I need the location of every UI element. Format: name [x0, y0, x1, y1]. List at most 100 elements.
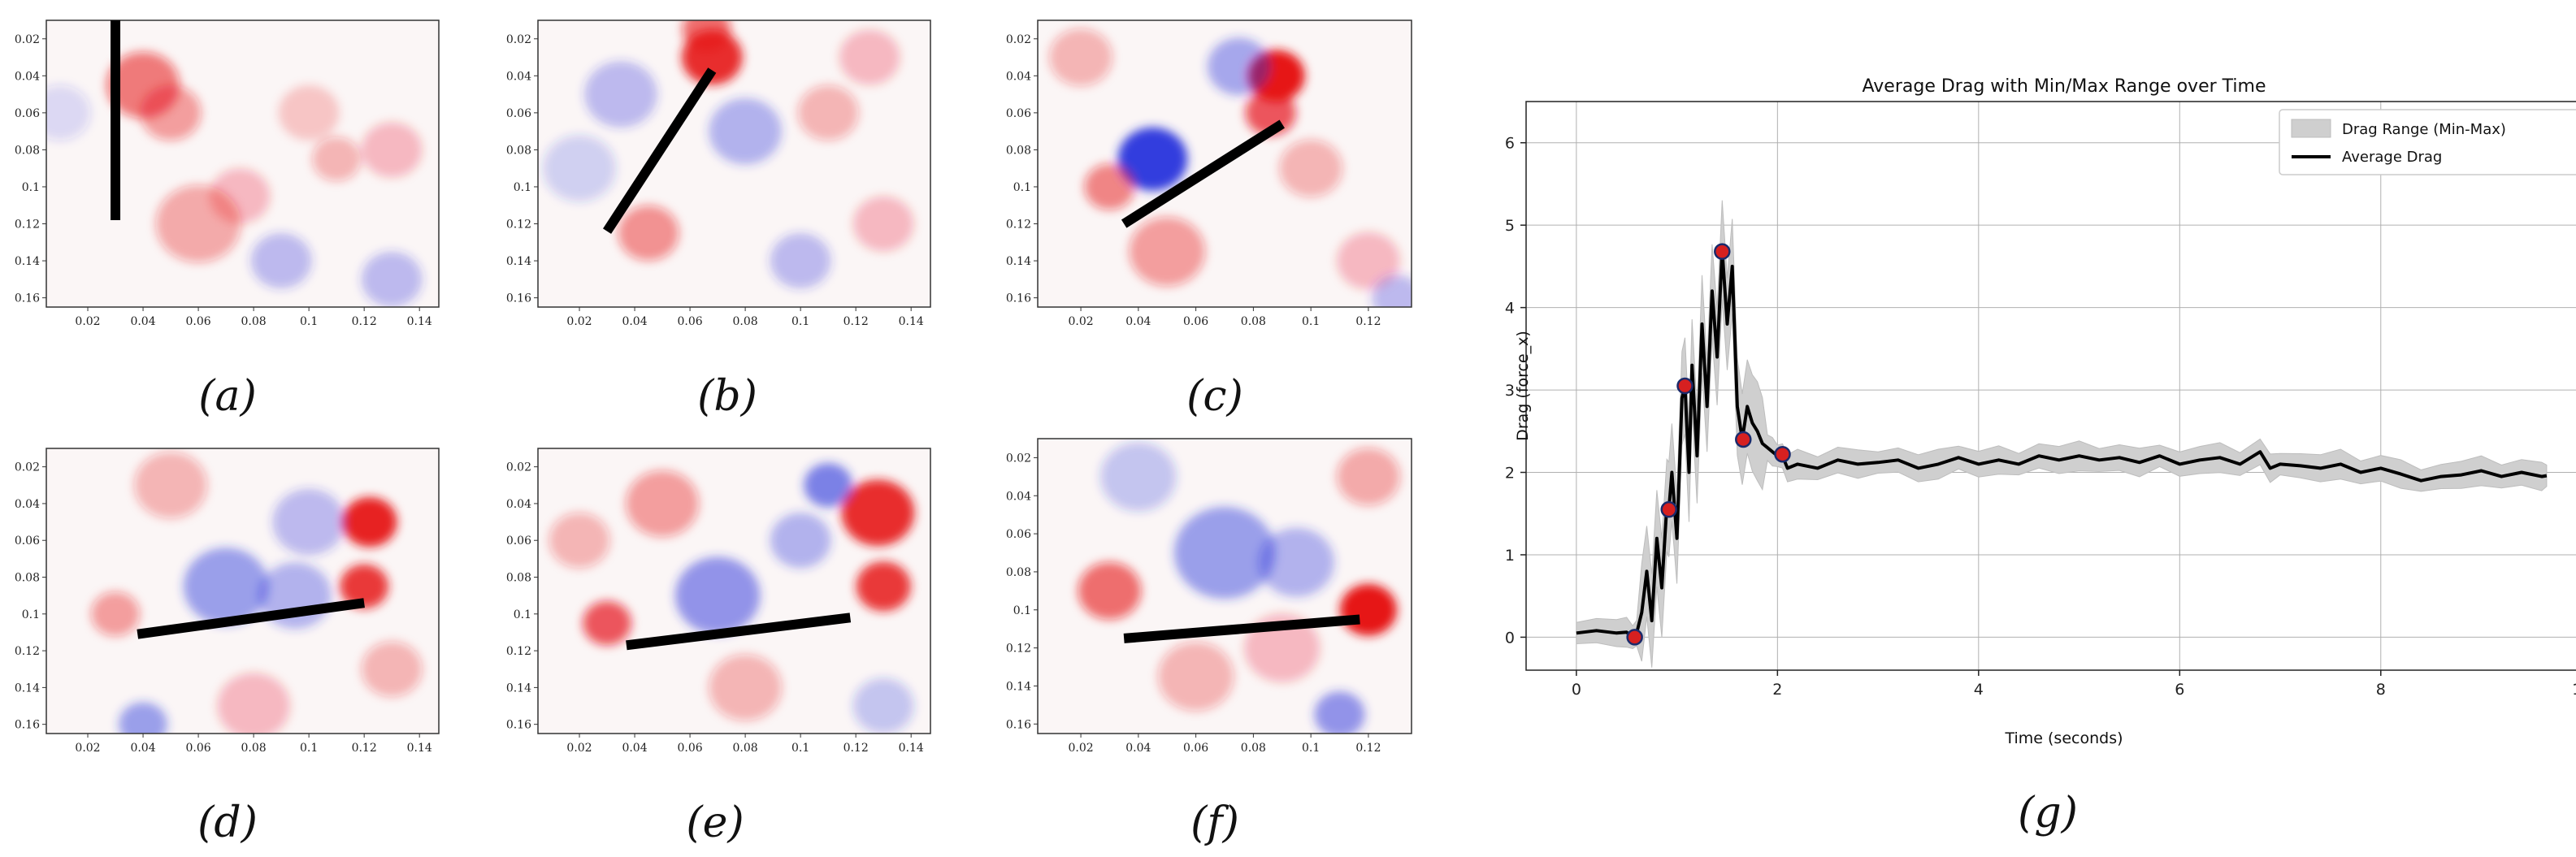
legend-box	[2279, 109, 2576, 175]
highlight-point	[1735, 431, 1752, 448]
heatmap-e	[538, 448, 930, 734]
y-tick-label: 0.06	[506, 107, 531, 120]
y-tick-label: 0.16	[1006, 292, 1031, 305]
x-tick-label: 0.08	[1241, 315, 1266, 328]
x-tick-label: 0.1	[1302, 315, 1320, 328]
negative-vorticity-blob	[1173, 506, 1276, 599]
y-tick-label: 0.16	[15, 292, 40, 305]
negative-vorticity-blob	[1100, 442, 1177, 512]
x-tick-label: 0.12	[352, 315, 377, 328]
negative-vorticity-blob	[1207, 37, 1271, 96]
axes-frame-d	[46, 448, 440, 734]
x-tick-label: 0.12	[352, 742, 377, 755]
positive-vorticity-blob	[134, 452, 207, 519]
negative-vorticity-blob	[804, 463, 853, 508]
x-tick-label: 0.08	[733, 742, 758, 755]
positive-vorticity-blob	[91, 591, 140, 637]
highlight-point	[1714, 243, 1731, 260]
x-tick-label: 0.12	[843, 742, 869, 755]
chart-title: Average Drag with Min/Max Range over Tim…	[1863, 76, 2266, 97]
y-tick-label: 0.08	[506, 572, 531, 585]
x-tick-label: 0.04	[1125, 315, 1151, 328]
y-ticks-g: 0 1 2 3 4 5 6	[1505, 135, 1526, 647]
y-tick-label: 0.06	[506, 535, 531, 548]
heatmap-d	[46, 448, 439, 734]
y-tick-label: 0.14	[15, 255, 40, 268]
x-tick-label: 0.1	[1302, 742, 1320, 755]
y-tick-label: 0.16	[506, 292, 531, 305]
x-tick-label: 0.06	[677, 742, 702, 755]
legend-swatch-range	[2291, 119, 2331, 138]
y-tick-label: 0.04	[506, 70, 531, 83]
y-tick-label: 0.02	[15, 461, 40, 474]
caption-g: (g)	[2018, 789, 2078, 838]
caption-e: (e)	[686, 799, 744, 847]
x-tick-label: 0.1	[300, 315, 318, 328]
x-tick-label: 10	[2572, 681, 2576, 699]
positive-vorticity-blob	[618, 205, 679, 261]
legend: Drag Range (Min-Max) Average Drag	[2279, 109, 2576, 175]
x-tick-label: 0.06	[185, 742, 210, 755]
positive-vorticity-blob	[626, 470, 699, 537]
y-tick-label: 0.08	[15, 572, 40, 585]
y-tick-label: 0.06	[1006, 528, 1031, 541]
axes-frame-e	[537, 448, 931, 734]
x-ticks-d: 0.02 0.04 0.06 0.08 0.1 0.12 0.14	[75, 734, 432, 755]
y-tick-label: 0.06	[15, 535, 40, 548]
x-tick-label: 4	[1974, 681, 1984, 699]
x-tick-label: 0.04	[1125, 742, 1151, 755]
caption-d: (d)	[197, 799, 258, 847]
x-tick-label: 0.06	[185, 315, 210, 328]
positive-vorticity-blob	[839, 29, 900, 85]
x-tick-label: 0.02	[566, 315, 592, 328]
x-tick-label: 0.14	[899, 742, 924, 755]
y-tick-label: 0.02	[15, 33, 40, 46]
y-tick-label: 0.04	[15, 70, 40, 83]
positive-vorticity-blob	[342, 496, 397, 548]
heatmap-c	[1038, 20, 1412, 307]
positive-vorticity-blob	[1337, 232, 1400, 290]
y-tick-label: 0.06	[15, 107, 40, 120]
y-tick-label: 5	[1505, 217, 1515, 235]
y-tick-label: 2	[1505, 465, 1515, 483]
y-tick-label: 0.16	[15, 719, 40, 732]
y-tick-label: 0.02	[1006, 452, 1031, 465]
positive-vorticity-blob	[278, 84, 340, 141]
y-tick-label: 0.14	[1006, 255, 1031, 268]
positive-vorticity-blob	[852, 196, 914, 252]
negative-vorticity-blob	[46, 84, 91, 141]
x-tick-label: 2	[1772, 681, 1782, 699]
panel-c: 0.02 0.04 0.06 0.08 0.1 0.12 0.02 0.04 0.06 0.08…	[1006, 19, 1412, 421]
negative-vorticity-blob	[584, 61, 657, 128]
panel-b: 0.02 0.04 0.06 0.08 0.1 0.12 0.14 0.02 0.04 0.06…	[506, 19, 931, 421]
y-tick-label: 0.14	[506, 255, 531, 268]
y-tick-label: 0.02	[1006, 33, 1031, 46]
x-ticks-g: 0 2 4 6 8 10	[1572, 670, 2576, 699]
legend-label-range: Drag Range (Min-Max)	[2342, 121, 2506, 138]
y-ticks-a: 0.02 0.04 0.06 0.08 0.1 0.12 0.14 0.16	[15, 33, 46, 305]
negative-vorticity-blob	[1314, 691, 1365, 734]
positive-vorticity-blob	[361, 641, 423, 697]
negative-vorticity-blob	[852, 678, 914, 734]
positive-vorticity-blob	[1245, 89, 1296, 136]
x-tick-label: 0.08	[241, 315, 267, 328]
positive-vorticity-blob	[312, 136, 362, 182]
panel-e: 0.02 0.04 0.06 0.08 0.1 0.12 0.14 0.02 0.04 0.06…	[506, 448, 931, 847]
flat-plate-b	[603, 67, 717, 234]
axes-frame-g	[1525, 101, 2576, 671]
x-tick-label: 0.04	[130, 742, 155, 755]
positive-vorticity-blob	[1157, 642, 1234, 712]
highlight-point	[1774, 445, 1791, 463]
positive-vorticity-blob	[583, 600, 631, 646]
negative-vorticity-blob	[1258, 527, 1335, 597]
panel-d: 0.02 0.04 0.06 0.08 0.1 0.12 0.14 0.02 0.04 0.06…	[15, 448, 440, 847]
y-tick-label: 4	[1505, 300, 1515, 318]
x-tick-label: 6	[2175, 681, 2184, 699]
flat-plate-c	[1121, 119, 1285, 228]
y-tick-label: 0.06	[1006, 107, 1031, 120]
x-tick-label: 0.1	[791, 742, 809, 755]
y-tick-label: 0.08	[1006, 144, 1031, 157]
y-tick-label: 0.1	[22, 608, 40, 621]
x-tick-label: 0.02	[1068, 742, 1093, 755]
